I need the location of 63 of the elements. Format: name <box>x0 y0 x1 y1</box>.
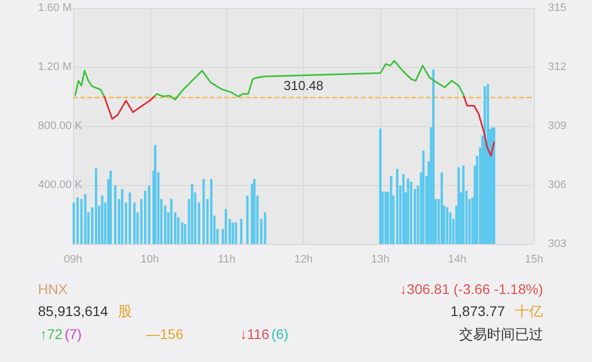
bar <box>440 172 443 244</box>
text: 十亿 <box>515 303 543 319</box>
y2-tick-label: 309 <box>548 120 566 132</box>
bar <box>422 150 425 244</box>
bar <box>432 70 435 244</box>
x-tick-label: 10h <box>140 254 160 266</box>
bar <box>379 128 382 244</box>
y2-tick-label: 303 <box>548 238 566 250</box>
bar <box>76 197 79 244</box>
bar <box>100 196 104 244</box>
bar <box>410 182 412 244</box>
bar <box>224 209 228 244</box>
bar <box>462 166 465 244</box>
y2-tick-label: 312 <box>548 61 566 73</box>
bar <box>154 145 156 244</box>
text: (7) <box>64 326 82 342</box>
x-tick-label: 09h <box>64 254 82 266</box>
bar <box>109 170 112 244</box>
y2-tick-label: 306 <box>548 179 566 191</box>
y-tick-label: 1.60 M <box>38 2 72 14</box>
bar <box>234 222 238 244</box>
text: —156 <box>146 326 184 342</box>
text: HNX <box>38 281 68 297</box>
x-tick-label: 15h <box>524 254 544 266</box>
text: ↓306.81 (-3.66 -1.18%) <box>400 281 543 297</box>
bar <box>264 212 266 244</box>
bar <box>210 178 212 244</box>
text: (6) <box>271 326 288 342</box>
bar <box>114 186 116 244</box>
bar <box>384 192 387 244</box>
ref-line-label: 310.48 <box>284 78 324 93</box>
y-tick-label: 800.00 K <box>38 120 83 132</box>
bar <box>390 176 392 244</box>
bar <box>253 178 256 244</box>
bar <box>246 196 249 244</box>
bar <box>240 218 242 244</box>
bar <box>120 188 124 244</box>
x-tick-label: 13h <box>371 254 390 266</box>
bar <box>190 184 194 244</box>
bar <box>128 192 132 244</box>
text: ↑72 <box>40 326 63 342</box>
bar <box>486 84 490 244</box>
bar <box>148 186 150 244</box>
bar <box>202 178 205 244</box>
bar <box>232 222 234 244</box>
text: 股 <box>118 303 132 319</box>
text: 85,913,614 <box>38 303 108 319</box>
bar <box>94 168 98 244</box>
text: 1,873.77 <box>450 303 505 319</box>
bar <box>446 207 448 244</box>
bar <box>84 194 86 244</box>
bar <box>402 174 405 244</box>
y2-tick-label: 315 <box>548 2 566 14</box>
bar <box>458 167 460 244</box>
text: 交易时间已过 <box>459 326 543 342</box>
x-tick-label: 11h <box>218 254 236 266</box>
bar <box>396 168 398 244</box>
text: ↓116 <box>240 326 270 342</box>
y-tick-label: 400.00 K <box>38 179 83 191</box>
x-tick-label: 12h <box>294 254 313 266</box>
y-tick-label: 1.20 M <box>38 61 72 73</box>
x-tick-label: 14h <box>448 254 466 266</box>
bar <box>170 199 173 244</box>
